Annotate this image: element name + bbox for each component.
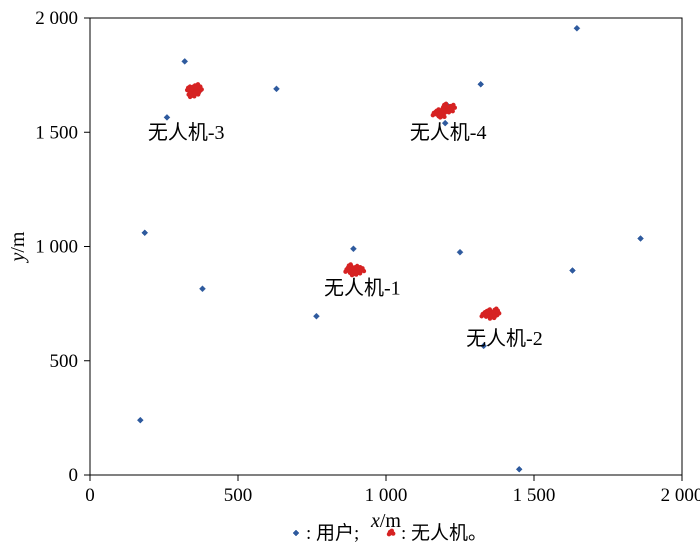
uav-point xyxy=(435,108,439,112)
user-point xyxy=(273,86,279,92)
user-point xyxy=(457,249,463,255)
y-tick-label: 500 xyxy=(50,351,79,372)
uav-cluster-label: 无人机-3 xyxy=(148,121,225,144)
uav-point xyxy=(447,107,451,111)
uav-point xyxy=(194,83,198,87)
uav-point xyxy=(442,103,446,107)
legend-uav-text: : 无人机。 xyxy=(401,522,487,544)
user-point xyxy=(199,286,205,292)
chart-svg: 0 500 1 000 1 500 2 000 0 500 1 000 1 500 2 000 x/… xyxy=(0,0,700,549)
y-tick-label: 2 000 xyxy=(35,8,78,29)
uav-cluster-label: 无人机-4 xyxy=(410,121,487,144)
user-point xyxy=(182,58,188,64)
uav-point xyxy=(347,263,351,267)
legend-user-text: : 用户; xyxy=(306,522,359,544)
uav-cluster-label: 无人机-2 xyxy=(466,327,543,350)
scatter-chart: 0 500 1 000 1 500 2 000 0 500 1 000 1 500 2 000 x/… xyxy=(0,0,700,549)
x-tick-label: 2 000 xyxy=(661,485,700,506)
user-point xyxy=(313,313,319,319)
user-point xyxy=(516,466,522,472)
uav-point xyxy=(492,308,496,312)
x-tick-label: 1 000 xyxy=(365,485,408,506)
user-point xyxy=(164,114,170,120)
uav-point xyxy=(186,86,190,90)
uav-point xyxy=(489,314,493,318)
x-tick-label: 0 xyxy=(85,485,95,506)
user-point xyxy=(638,236,644,242)
x-tick-label: 1 500 xyxy=(513,485,556,506)
user-point xyxy=(569,267,575,273)
plot-border xyxy=(90,18,682,475)
uav-point xyxy=(439,113,443,117)
y-tick-label: 1 000 xyxy=(35,237,78,258)
legend-user-icon xyxy=(293,530,299,536)
y-axis-label: y/m xyxy=(7,231,29,263)
uav-cluster-label: 无人机-1 xyxy=(324,276,401,299)
user-point xyxy=(574,25,580,31)
legend-uav-icon xyxy=(388,530,392,534)
user-point xyxy=(478,81,484,87)
uav-point xyxy=(359,267,363,271)
user-point xyxy=(137,417,143,423)
uav-point xyxy=(486,308,490,312)
x-tick-label: 500 xyxy=(224,485,253,506)
y-tick-label: 1 500 xyxy=(35,122,78,143)
user-point xyxy=(350,246,356,252)
user-point xyxy=(142,230,148,236)
x-axis-label: x/m xyxy=(370,510,401,532)
uav-point xyxy=(351,271,355,275)
y-tick-label: 0 xyxy=(69,465,79,486)
